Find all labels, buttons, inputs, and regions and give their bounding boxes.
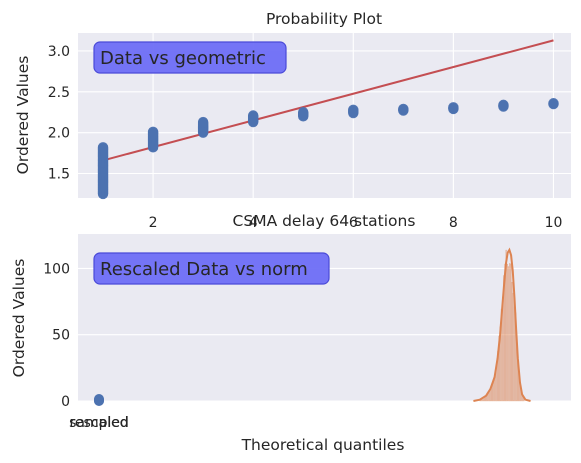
top-data-point — [298, 107, 309, 118]
bottom-density-curve — [473, 247, 531, 402]
top-x-tick-label: 2 — [149, 215, 158, 231]
top-x-tick-label: 10 — [545, 215, 563, 231]
bottom-x-tick-label-rescaled: rescaled — [69, 415, 128, 431]
top-panel: 2 4 6 8 10 1.5 2.0 2.5 3.0 Probability Plot Ord… — [14, 10, 571, 231]
bottom-histogram-bar — [509, 263, 511, 402]
bottom-histogram-bar — [507, 266, 510, 402]
bottom-histogram-bar — [505, 249, 507, 402]
top-x-tick-label: 6 — [349, 215, 358, 231]
top-data-point — [197, 116, 209, 128]
top-y-tick-label: 1.5 — [48, 166, 70, 182]
bottom-y-tick-label: 50 — [52, 328, 70, 344]
bottom-density-curve-layer — [473, 247, 531, 402]
top-y-tick-label: 2.5 — [48, 85, 70, 101]
bottom-annotation-badge: Rescaled Data vs norm — [93, 252, 330, 285]
top-annotation-badge: Data vs geometric — [93, 41, 287, 74]
top-x-tick-labels: 2 4 6 8 10 — [149, 215, 563, 231]
top-fit-line-layer — [102, 39, 554, 162]
bottom-annotation-box — [93, 252, 330, 285]
top-y-tick-label: 3.0 — [48, 44, 70, 60]
bottom-histogram-bar — [506, 263, 508, 402]
bottom-y-tick-label: 100 — [43, 261, 70, 277]
top-y-axis-label: Ordered Values — [14, 56, 32, 175]
bottom-y-axis-label: Ordered Values — [10, 259, 28, 378]
top-data-point — [247, 110, 259, 121]
top-data-point — [448, 102, 459, 113]
bottom-histogram-bar — [511, 281, 513, 402]
top-y-tick-labels: 1.5 2.0 2.5 3.0 — [48, 44, 70, 183]
top-annotation-box — [93, 41, 287, 74]
top-data-point — [147, 126, 159, 138]
top-data-point — [498, 99, 509, 111]
bottom-chart-title: CSMA delay 64 stations — [233, 212, 416, 230]
top-x-tick-label: 8 — [449, 215, 458, 231]
bottom-points-layer — [94, 394, 104, 406]
top-data-point — [97, 142, 109, 153]
top-data-point — [348, 104, 359, 115]
bottom-y-tick-label: 0 — [61, 394, 70, 410]
top-data-point — [398, 103, 409, 115]
top-x-tick-label: 4 — [249, 215, 258, 231]
top-points-layer — [97, 98, 559, 200]
bottom-x-tick-label-sampled: sampled — [69, 415, 129, 431]
bottom-data-point — [94, 394, 104, 405]
top-annotation-text: Data vs geometric — [100, 48, 266, 69]
bottom-histogram-bar — [510, 263, 512, 402]
top-fit-line — [102, 39, 554, 162]
bottom-histogram-bar — [512, 292, 514, 402]
bottom-x-axis-label: Theoretical quantiles — [241, 436, 405, 454]
top-chart-title: Probability Plot — [266, 10, 382, 28]
bottom-histogram-bar — [493, 379, 496, 402]
top-data-point — [548, 98, 559, 109]
bottom-annotation-text: Rescaled Data vs norm — [100, 259, 308, 280]
bottom-histogram-bar — [503, 275, 505, 402]
bottom-y-tick-labels: 0 50 100 — [43, 261, 70, 410]
top-y-tick-label: 2.0 — [48, 126, 70, 142]
